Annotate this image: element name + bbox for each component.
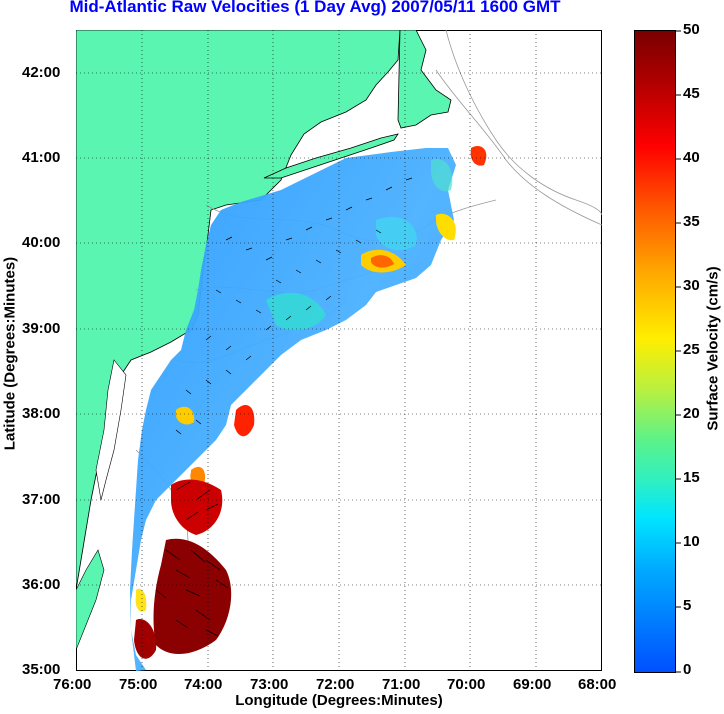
- y-tick: 41:00: [22, 149, 61, 166]
- colorbar-tick: 40: [683, 149, 700, 166]
- velocity-field: [130, 148, 456, 671]
- velocity-hotspot-yellow: [135, 588, 147, 612]
- colorbar-tick: 25: [683, 341, 700, 358]
- velocity-hotspot-red-1: [171, 479, 223, 535]
- velocity-patch-ny: [431, 159, 453, 192]
- colorbar-title: Surface Velocity (cm/s): [704, 266, 722, 431]
- y-tick: 42:00: [22, 64, 61, 81]
- velocity-hotspot-7: [176, 406, 195, 425]
- y-axis-title: Latitude (Degrees:Minutes): [1, 256, 19, 451]
- colorbar-tick: 35: [683, 213, 700, 230]
- velocity-hotspot-5: [234, 405, 255, 437]
- colorbar-tick: 15: [683, 469, 700, 486]
- grid-lines: [76, 30, 602, 671]
- x-tick: 72:00: [316, 676, 355, 693]
- velocity-patch-green: [266, 292, 326, 331]
- x-axis-title: Longitude (Degrees:Minutes): [235, 692, 443, 709]
- page-title: Mid-Atlantic Raw Velocities (1 Day Avg) …: [69, 0, 561, 16]
- colorbar-tick: 50: [683, 21, 700, 38]
- y-tick: 35:00: [22, 661, 61, 678]
- velocity-arrows: [155, 177, 413, 637]
- x-tick: 75:00: [119, 676, 158, 693]
- velocity-hotspot-3: [436, 213, 456, 241]
- map[interactable]: [76, 30, 602, 671]
- colorbar-ticks: [676, 30, 681, 673]
- velocity-hotspot-red-3: [134, 619, 157, 659]
- colorbar-tick: 45: [683, 85, 700, 102]
- land-new-england: [397, 30, 452, 129]
- y-tick: 38:00: [22, 405, 61, 422]
- x-tick: 74:00: [184, 676, 223, 693]
- x-tick: 71:00: [382, 676, 421, 693]
- x-tick: 76:00: [53, 676, 92, 693]
- velocity-hotspot-4: [470, 145, 487, 166]
- colorbar-tick: 0: [683, 661, 692, 678]
- x-tick: 73:00: [250, 676, 289, 693]
- x-tick: 70:00: [447, 676, 486, 693]
- colorbar: [634, 30, 676, 673]
- x-tick: 68:00: [578, 676, 617, 693]
- colorbar-tick: 5: [683, 597, 692, 614]
- y-tick: 37:00: [22, 491, 61, 508]
- x-tick: 69:00: [513, 676, 552, 693]
- y-tick: 36:00: [22, 576, 61, 593]
- velocity-hotspot-2: [371, 255, 394, 268]
- colorbar-tick: 30: [683, 277, 700, 294]
- y-tick: 39:00: [22, 320, 61, 337]
- velocity-hotspot-red-2: [153, 538, 232, 655]
- y-tick: 40:00: [22, 234, 61, 251]
- velocity-patch-cyan: [376, 216, 417, 251]
- land-long-island: [263, 133, 399, 179]
- colorbar-tick: 20: [683, 405, 700, 422]
- colorbar-tick: 10: [683, 533, 700, 550]
- water-chesapeake: [95, 359, 127, 501]
